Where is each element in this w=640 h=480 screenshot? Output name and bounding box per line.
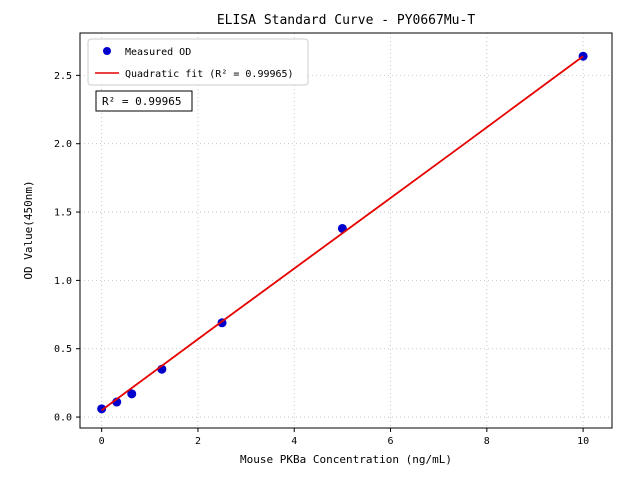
series-layer	[97, 51, 588, 414]
x-tick-label: 0	[99, 436, 105, 447]
y-axis-label: OD Value(450nm)	[22, 180, 35, 279]
legend-marker-point	[103, 47, 111, 55]
x-tick-label: 10	[577, 436, 589, 447]
legend-label-quadratic-fit: Quadratic fit (R² = 0.99965)	[125, 69, 294, 80]
annotation-text: R² = 0.99965	[102, 95, 181, 108]
annotation-box	[95, 90, 193, 112]
x-tick-label: 6	[388, 436, 394, 447]
y-tick-label: 0.0	[54, 413, 72, 424]
x-tick-label: 2	[195, 436, 201, 447]
measured-od-point	[97, 404, 107, 414]
legend-label-measured-od: Measured OD	[125, 47, 191, 58]
axis-layer: 0 2 4 6 8 10 0.0 0.5 1.0 1.5 2.0 2.5	[54, 71, 589, 447]
y-tick-label: 2.5	[54, 71, 72, 82]
y-tick-label: 1.0	[54, 276, 72, 287]
legend-box	[87, 38, 309, 86]
x-axis-label: Mouse PKBa Concentration (ng/mL)	[240, 453, 452, 466]
y-tick-label: 1.5	[54, 208, 72, 219]
legend: Measured OD Quadratic fit (R² = 0.99965)	[87, 38, 309, 86]
y-tick-label: 2.0	[54, 139, 72, 150]
measured-od-point	[127, 389, 137, 399]
r-squared-annotation: R² = 0.99965	[95, 90, 193, 112]
plot-border	[79, 32, 613, 429]
x-tick-label: 8	[484, 436, 490, 447]
chart-title: ELISA Standard Curve - PY0667Mu-T	[217, 13, 475, 28]
quadratic-fit-line	[101, 55, 584, 411]
x-tick-label: 4	[291, 436, 297, 447]
y-tick-label: 0.5	[54, 344, 72, 355]
